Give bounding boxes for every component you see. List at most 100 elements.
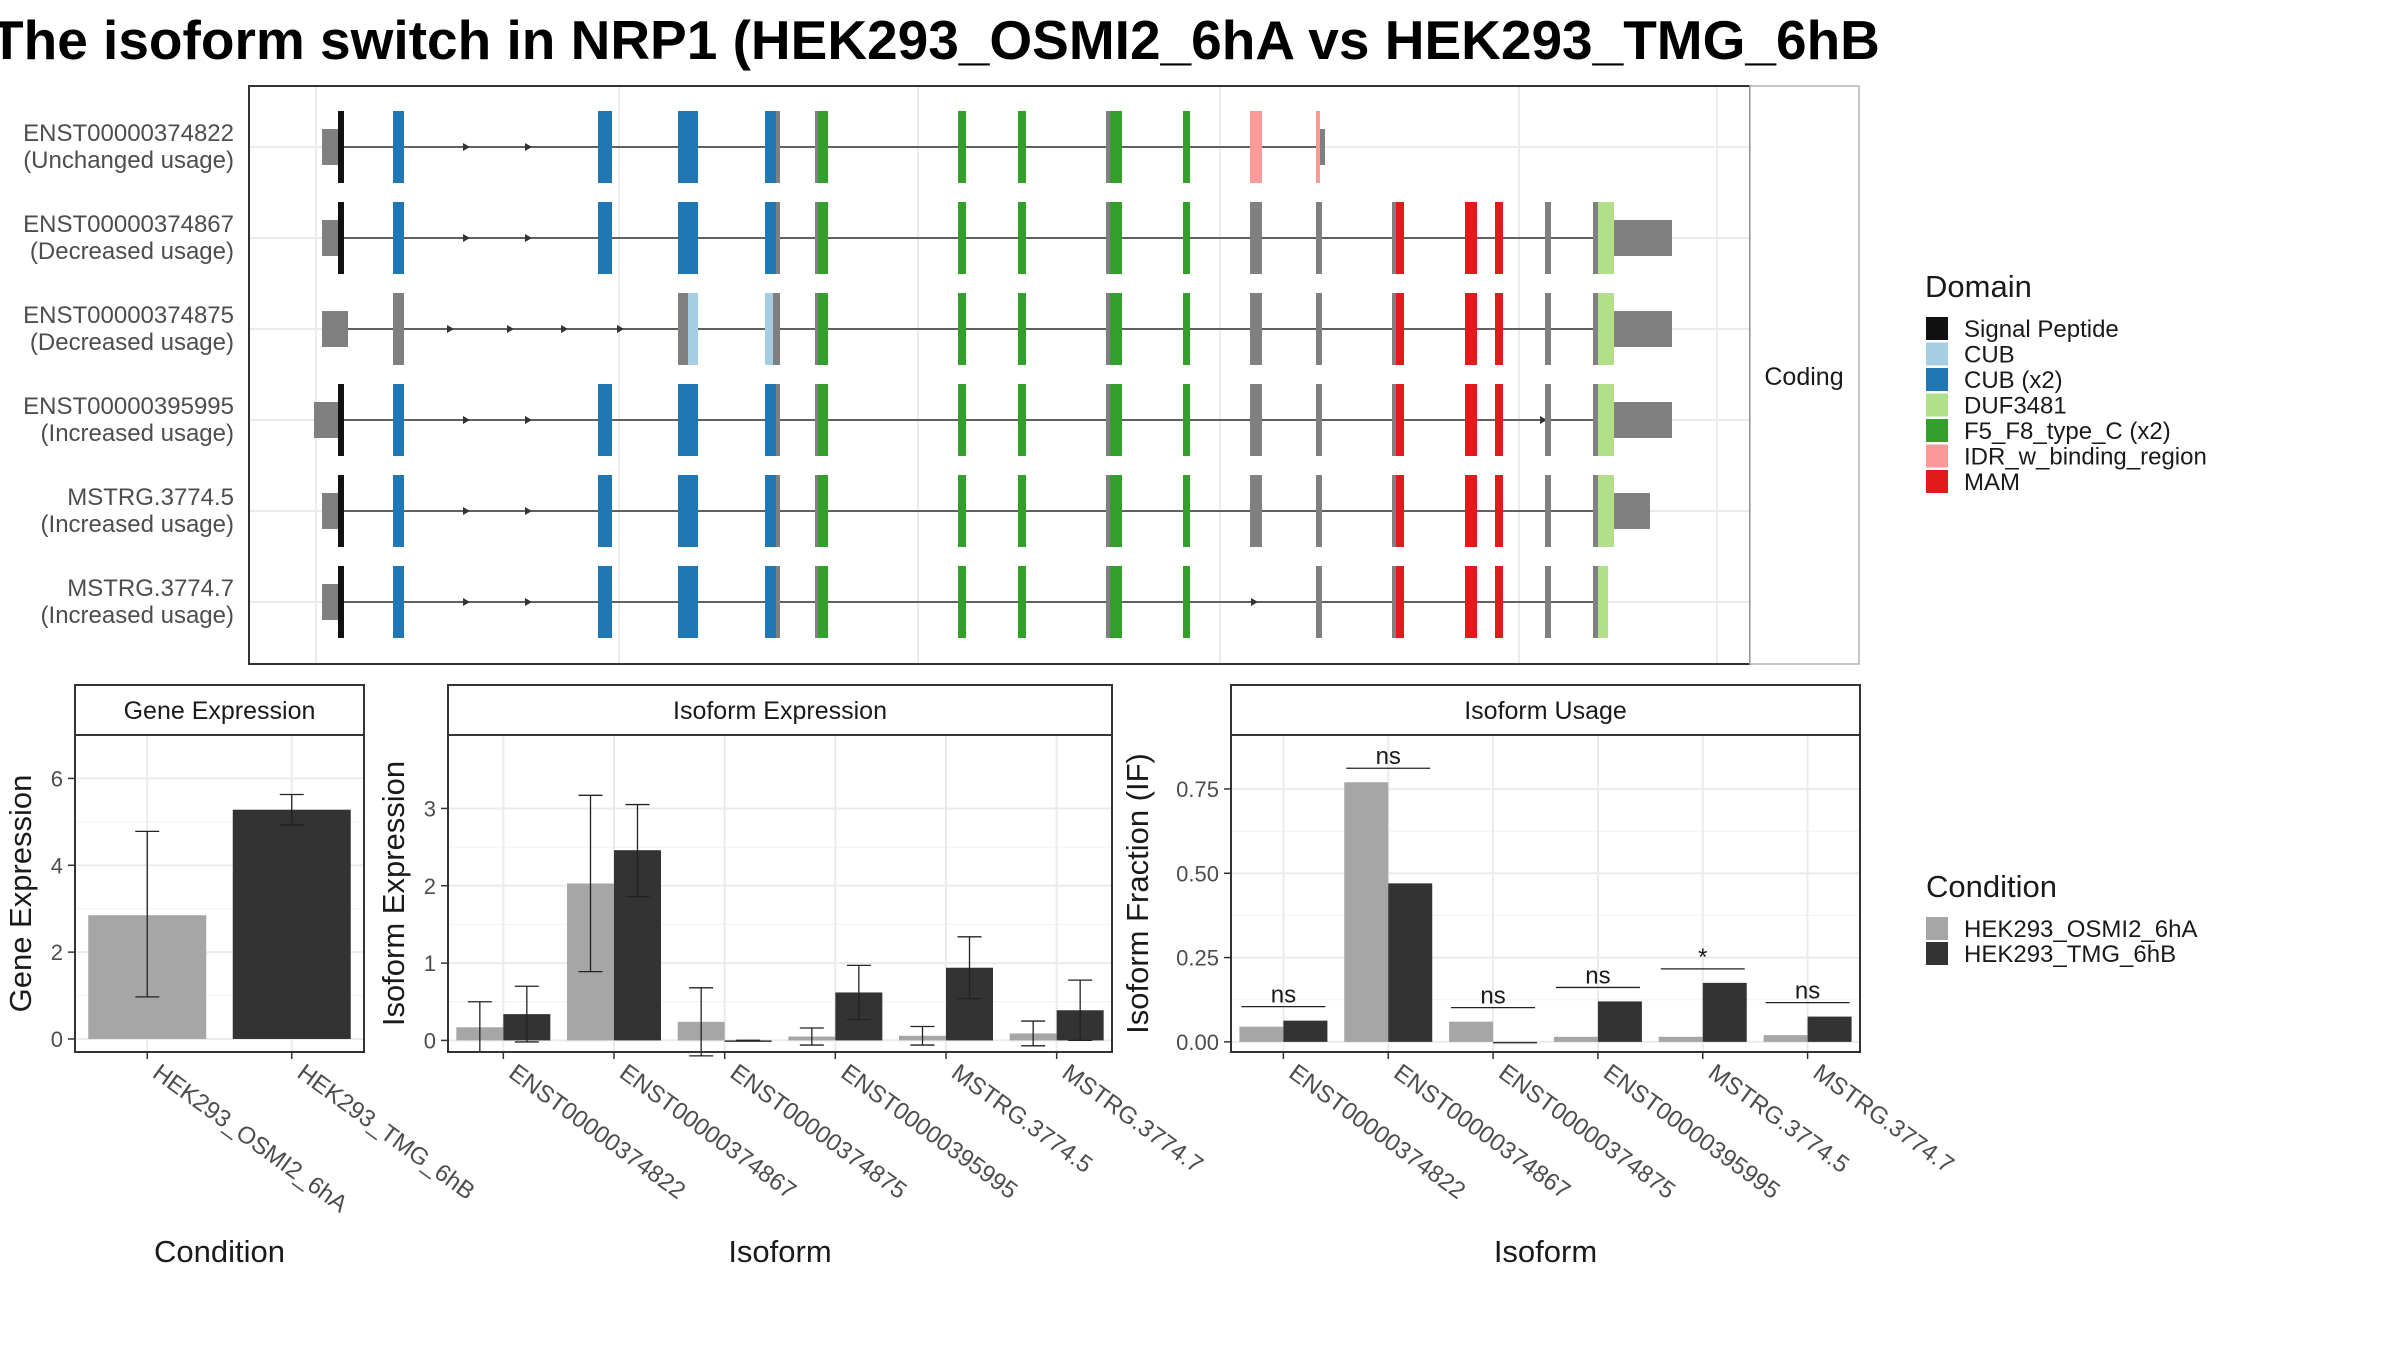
condition-legend-title: Condition (1926, 869, 2057, 904)
exon-block (1106, 202, 1110, 274)
exon-block (1183, 111, 1190, 183)
exon-block (776, 384, 780, 456)
strand-arrow (525, 507, 532, 515)
domain-legend-label: F5_F8_type_C (x2) (1964, 418, 2171, 445)
exon-block (678, 202, 698, 274)
exon-block (765, 293, 773, 365)
exon-block (1593, 475, 1598, 547)
transcript-row (249, 111, 1750, 183)
exon-block (765, 475, 776, 547)
transcript-id-label: ENST00000395995 (23, 393, 234, 420)
exon-block (1545, 566, 1551, 638)
exon-block (1183, 566, 1190, 638)
bar (1344, 782, 1389, 1042)
transcript-row (249, 475, 1750, 547)
domain-legend-label: CUB (x2) (1964, 367, 2063, 394)
strand-arrow (525, 416, 532, 424)
bar (1597, 1001, 1642, 1042)
bar (1449, 1021, 1494, 1042)
bar (1702, 982, 1747, 1042)
exon-block (958, 475, 966, 547)
exon-block (1106, 384, 1110, 456)
exon-block (688, 293, 698, 365)
y-tick-label: 2 (51, 940, 63, 965)
exon-block (1465, 293, 1477, 365)
x-tick-label: ENST00000374875 (1494, 1059, 1680, 1205)
exon-block (1495, 384, 1503, 456)
exon-block (1018, 293, 1026, 365)
exon-block (598, 202, 612, 274)
exon-block (678, 384, 698, 456)
domain-legend-swatch (1926, 368, 1948, 391)
exon-block (818, 293, 828, 365)
transcript-usage-label: (Decreased usage) (30, 329, 234, 356)
exon-block (393, 293, 404, 365)
x-tick-label: ENST00000374875 (725, 1059, 911, 1205)
transcript-usage-label: (Increased usage) (41, 511, 234, 538)
facet-strip-label: Coding (1764, 363, 1843, 391)
y-tick-label: 0 (51, 1027, 63, 1052)
exon-block (598, 566, 612, 638)
strand-arrow (525, 598, 532, 606)
exon-block (765, 566, 776, 638)
exon-block (1316, 384, 1322, 456)
domain-legend-swatch (1926, 444, 1948, 468)
bar (1553, 1036, 1598, 1042)
domain-legend-swatch (1926, 419, 1948, 442)
exon-block (1106, 293, 1110, 365)
plot-bg (448, 735, 1112, 1052)
exon-block (818, 111, 828, 183)
facet-strip (1749, 85, 1860, 665)
condition-legend-label: HEK293_TMG_6hB (1964, 941, 2176, 968)
significance-label: ns (1480, 983, 1505, 1010)
transcript-id-label: ENST00000374867 (23, 211, 234, 238)
domain-legend-label: Signal Peptide (1964, 316, 2119, 343)
exon-block (815, 202, 818, 274)
bar-chart-panel: Isoform Expression0123ENST00000374822ENS… (376, 684, 1208, 1269)
domain-legend-swatch (1926, 317, 1948, 340)
y-axis-title: Gene Expression (3, 775, 38, 1013)
exon-block (393, 566, 404, 638)
y-axis-title: Isoform Fraction (IF) (1120, 753, 1155, 1034)
exon-block (1545, 384, 1551, 456)
bar (1239, 1026, 1284, 1042)
exon-block (678, 111, 698, 183)
exon-block (776, 111, 780, 183)
exon-block (1110, 111, 1122, 183)
significance-label: ns (1585, 962, 1610, 989)
y-tick-label: 3 (424, 796, 436, 821)
transcript-id-label: ENST00000374822 (23, 120, 234, 147)
bar (1658, 1036, 1703, 1042)
panel-strip (1230, 684, 1861, 736)
exon-block (1250, 202, 1262, 274)
exon-block (1614, 493, 1650, 529)
transcript-usage-label: (Unchanged usage) (23, 147, 234, 174)
exon-block (815, 111, 818, 183)
exon-block (1614, 311, 1672, 347)
transcript-id-label: MSTRG.3774.5 (67, 484, 234, 511)
exon-block (958, 293, 966, 365)
exon-block (1545, 202, 1551, 274)
exon-block (1598, 293, 1614, 365)
exon-block (815, 293, 818, 365)
significance-label: ns (1376, 743, 1401, 770)
exon-block (1106, 566, 1110, 638)
transcript-row (249, 566, 1750, 638)
exon-block (1320, 129, 1325, 165)
exon-block (1598, 566, 1608, 638)
condition-legend-swatch (1926, 942, 1948, 965)
strand-arrow (1251, 598, 1258, 606)
exon-block (1183, 475, 1190, 547)
exon-block (1465, 384, 1477, 456)
bar (724, 1040, 772, 1042)
exon-block (1316, 202, 1322, 274)
exon-block (1250, 111, 1262, 183)
exon-block (1018, 475, 1026, 547)
exon-block (1018, 384, 1026, 456)
exon-block (815, 566, 818, 638)
exon-block (958, 111, 966, 183)
exon-block (1183, 202, 1190, 274)
x-tick-label: ENST00000395995 (1598, 1059, 1784, 1205)
exon-block (393, 111, 404, 183)
